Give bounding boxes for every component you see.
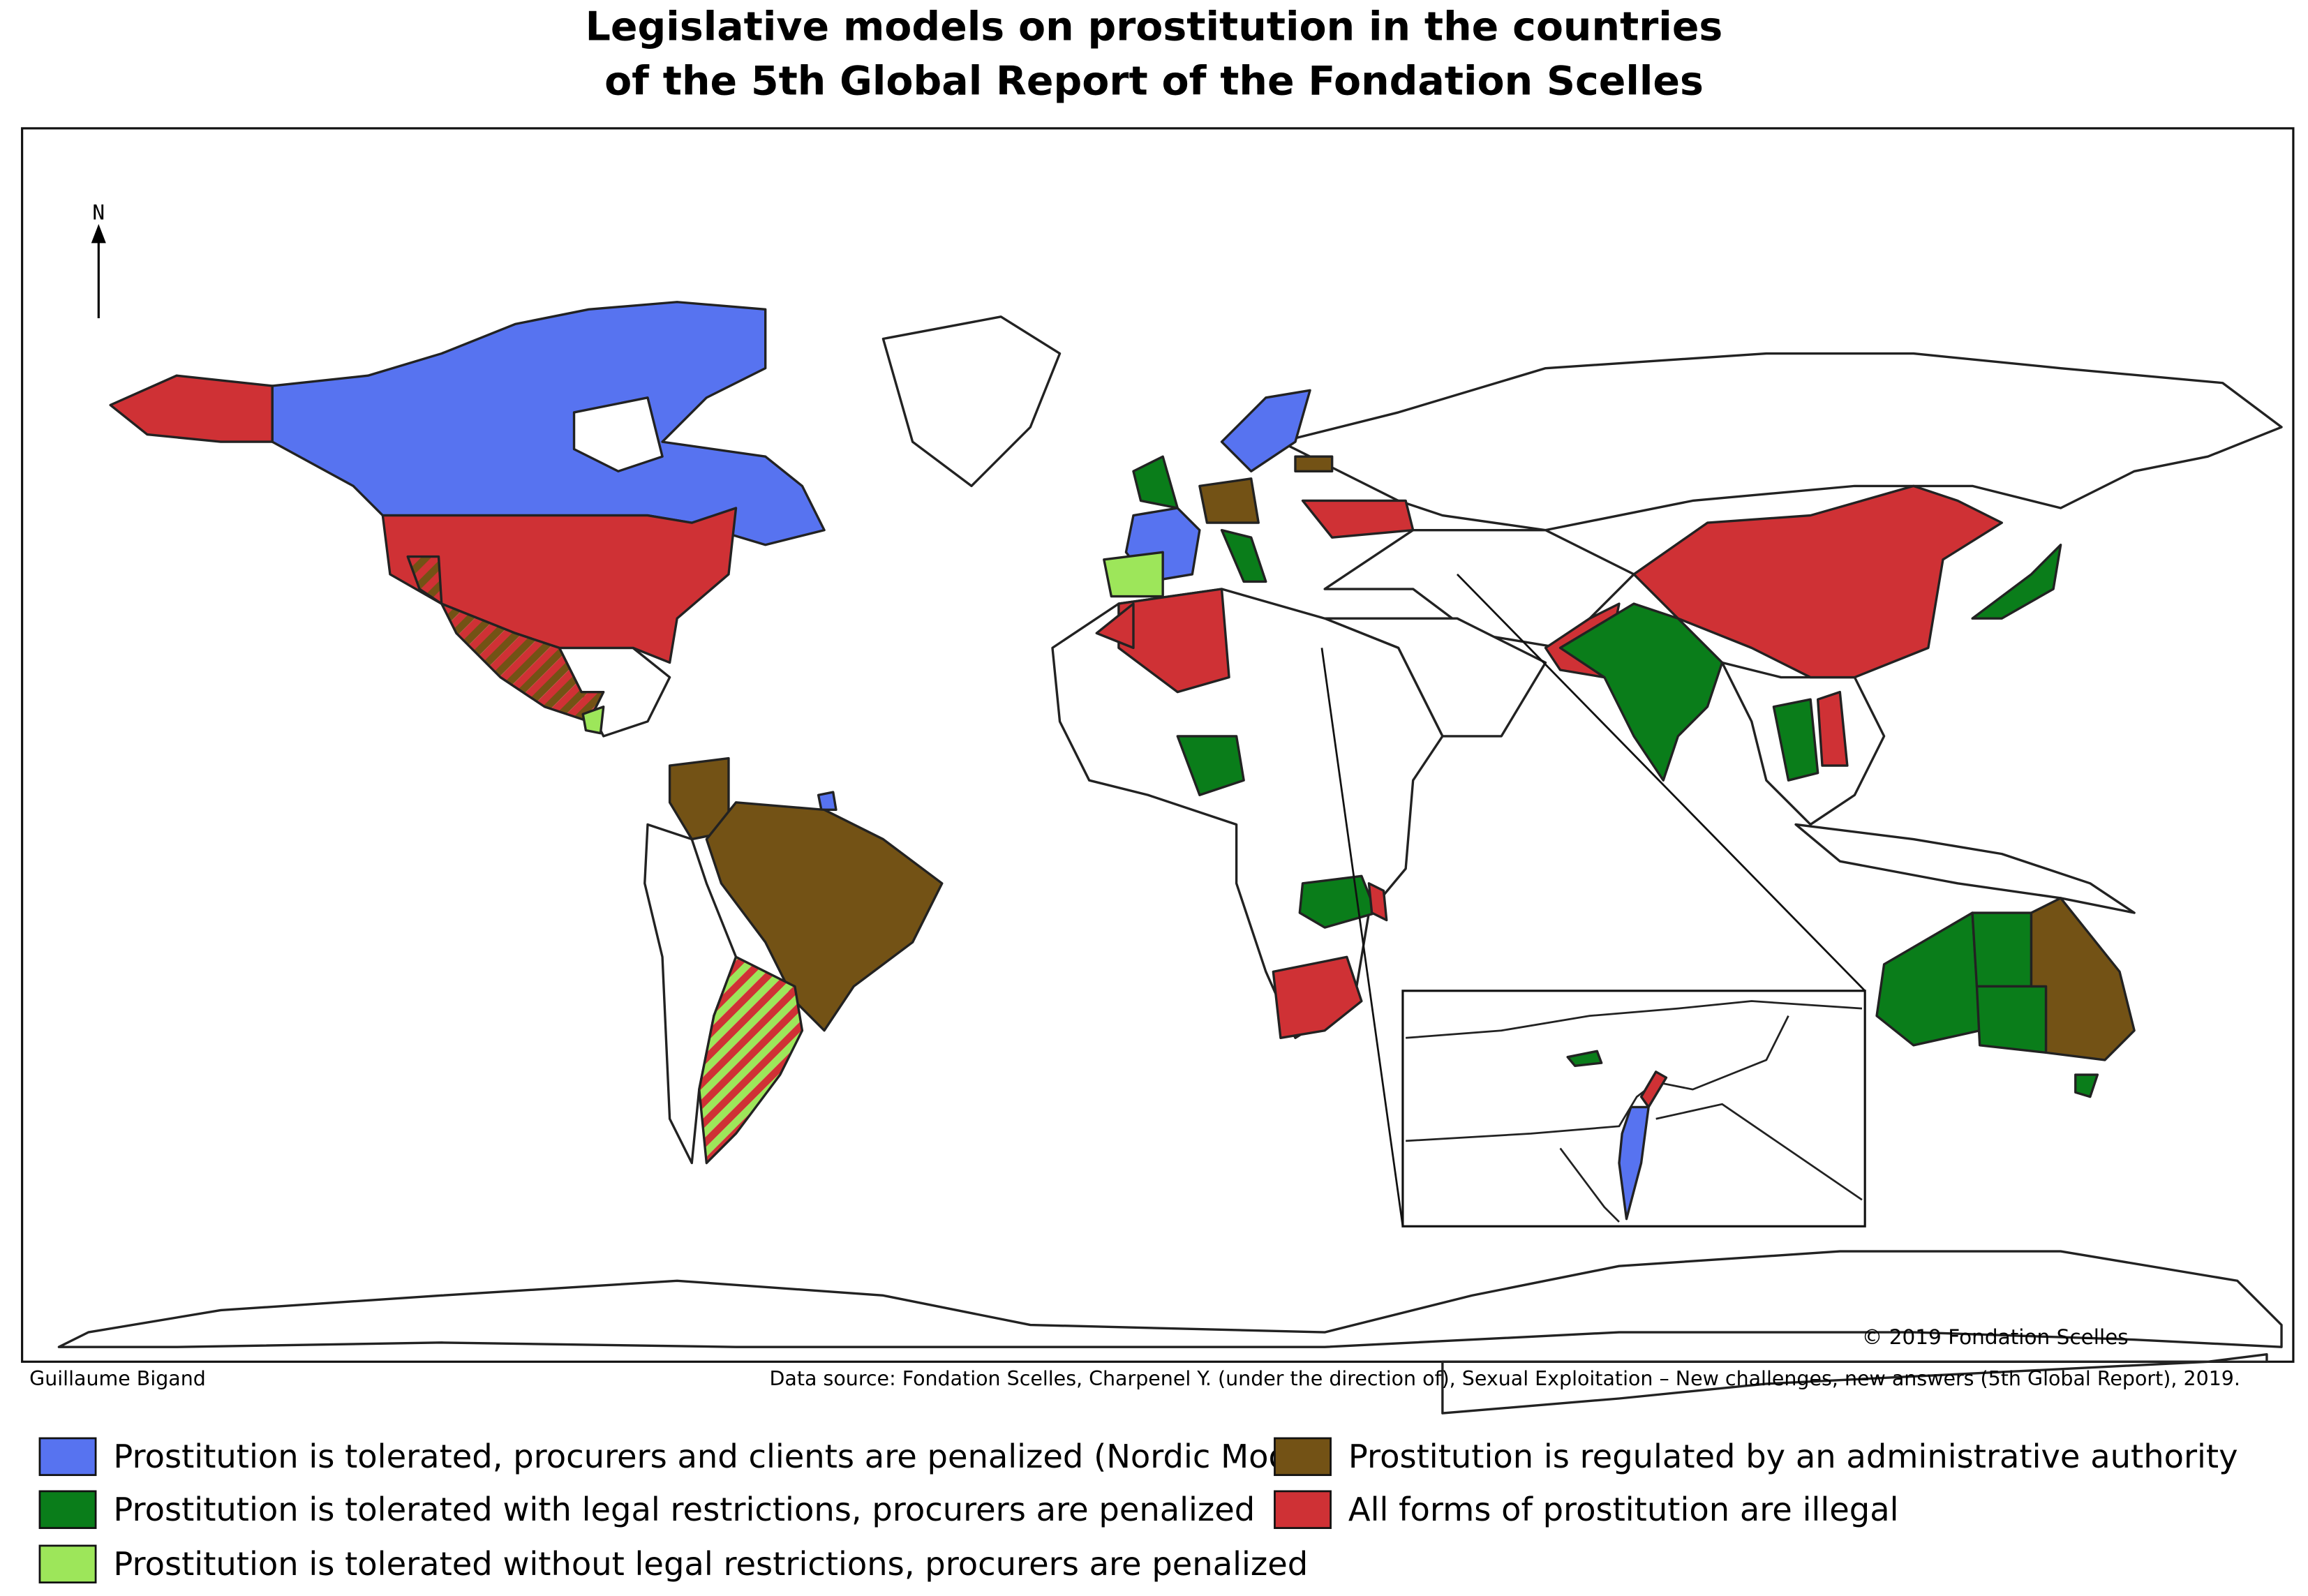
author: Guillaume Bigand bbox=[29, 1367, 206, 1390]
coastline bbox=[1559, 1147, 1620, 1223]
land bbox=[1051, 588, 1444, 1039]
north-label: N bbox=[92, 201, 105, 225]
country bbox=[2074, 1073, 2099, 1098]
coastline bbox=[1406, 1000, 1863, 1039]
country bbox=[1772, 698, 1819, 782]
country bbox=[109, 374, 274, 443]
title-line: of the 5th Global Report of the Fondatio… bbox=[604, 58, 1704, 104]
legend-swatch bbox=[1274, 1490, 1332, 1529]
legend-label: All forms of prostitution are illegal bbox=[1348, 1491, 1899, 1528]
land bbox=[57, 1250, 2283, 1348]
country bbox=[1875, 911, 1981, 1047]
country bbox=[1220, 389, 1311, 472]
land bbox=[572, 396, 664, 472]
land bbox=[1279, 352, 2283, 532]
country bbox=[1971, 544, 2062, 620]
border bbox=[1655, 1103, 1863, 1201]
legend: Prostitution is tolerated, procurers and… bbox=[38, 1437, 2238, 1583]
legend-label: Prostitution is tolerated without legal … bbox=[113, 1545, 1308, 1583]
country bbox=[581, 706, 605, 735]
copyright: © 2019 Fondation Scelles bbox=[1862, 1325, 2129, 1349]
country bbox=[1618, 1105, 1650, 1221]
legend-label: Prostitution is regulated by an administ… bbox=[1348, 1438, 2238, 1475]
legend-label: Prostitution is tolerated with legal res… bbox=[113, 1491, 1255, 1528]
country bbox=[1566, 1050, 1603, 1068]
country bbox=[1298, 874, 1378, 929]
inset-connector bbox=[1320, 648, 1404, 1227]
land bbox=[1794, 823, 2136, 914]
country bbox=[1095, 602, 1135, 650]
legend-swatch bbox=[38, 1490, 97, 1529]
country bbox=[1558, 602, 1724, 782]
country bbox=[2030, 897, 2136, 1061]
legend-swatch bbox=[38, 1437, 97, 1477]
north-arrow-head bbox=[91, 223, 106, 244]
country bbox=[1632, 484, 2004, 679]
country bbox=[1975, 985, 2048, 1054]
title-line: Legislative models on prostitution in th… bbox=[586, 3, 1723, 50]
country bbox=[1198, 477, 1260, 524]
land bbox=[1441, 1353, 2268, 1415]
country bbox=[1103, 551, 1164, 598]
inset bbox=[1320, 573, 1866, 1228]
country bbox=[1176, 735, 1245, 796]
country bbox=[1639, 1071, 1668, 1109]
legend-swatch bbox=[38, 1544, 97, 1583]
inset-connector bbox=[1456, 573, 1866, 992]
legend-label: Prostitution is tolerated, procurers and… bbox=[113, 1438, 1330, 1475]
country bbox=[440, 602, 605, 723]
land bbox=[881, 315, 1062, 488]
country bbox=[1220, 528, 1267, 583]
legend-swatch bbox=[1274, 1437, 1332, 1477]
country bbox=[1272, 955, 1363, 1039]
country bbox=[698, 955, 804, 1165]
land bbox=[1323, 528, 1635, 650]
countries bbox=[109, 301, 2136, 1165]
source: Data source: Fondation Scelles, Charpene… bbox=[770, 1367, 2240, 1390]
country bbox=[817, 791, 837, 812]
country bbox=[1971, 911, 2033, 988]
country bbox=[1301, 499, 1415, 539]
country bbox=[1816, 690, 1849, 767]
country bbox=[1367, 882, 1388, 922]
country bbox=[705, 801, 944, 1032]
country bbox=[1294, 455, 1334, 472]
